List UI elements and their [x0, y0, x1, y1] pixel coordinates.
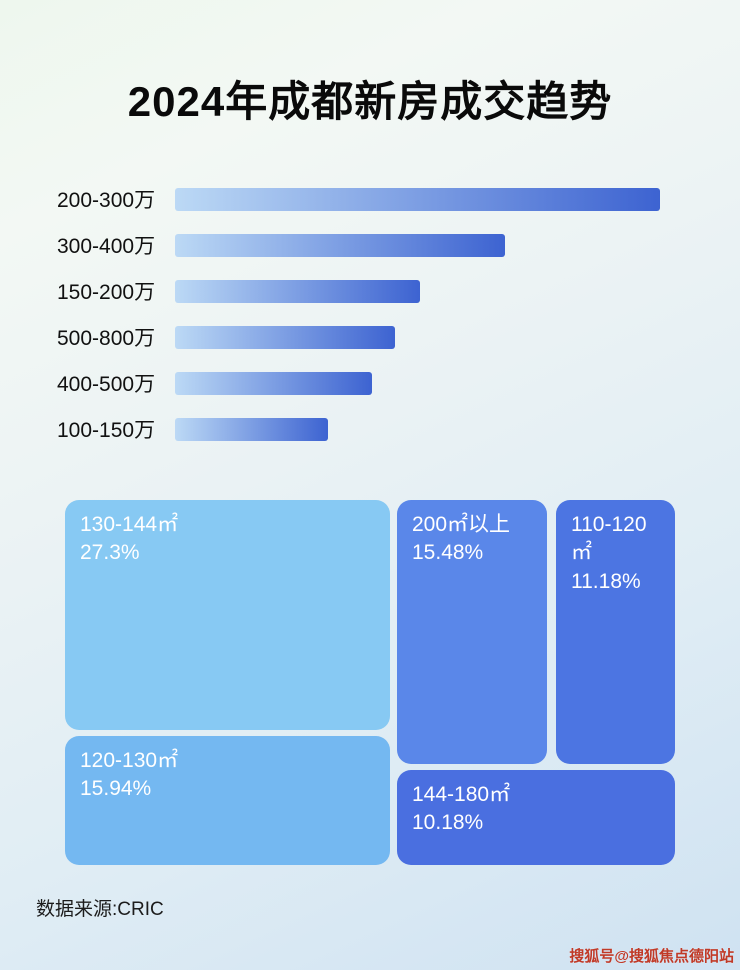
bar-chart: 200-300万 300-400万 150-200万 500-800万 400-500万… [57, 176, 697, 452]
treemap-box-value: 27.3% [80, 541, 140, 565]
treemap-box-value: 15.94% [80, 777, 152, 801]
treemap-box: 130-144㎡ 27.3% [65, 500, 390, 730]
data-source-label: 数据来源:CRIC [36, 899, 164, 920]
bar-row: 400-500万 [57, 360, 697, 406]
bar [175, 279, 420, 303]
bar-row: 100-150万 [57, 406, 697, 452]
page-title: 2024年成都新房成交趋势 [127, 78, 613, 126]
bar [175, 233, 505, 257]
bar-row: 300-400万 [57, 222, 697, 268]
treemap-box-label: 130-144㎡ [80, 513, 179, 536]
bar-category-label: 500-800万 [57, 327, 156, 350]
bar [175, 187, 660, 211]
bar-category-label: 300-400万 [57, 235, 156, 258]
treemap-box: 120-130㎡ 15.94% [65, 736, 390, 865]
treemap-box-label: 120-130㎡ [80, 749, 179, 772]
bar [175, 325, 396, 349]
bar-row: 500-800万 [57, 314, 697, 360]
treemap-box-label: 144-180㎡ [412, 783, 511, 806]
treemap-box-value: 11.18% [571, 569, 641, 593]
treemap-box-value: 15.48% [412, 541, 484, 565]
bar-category-label: 150-200万 [57, 281, 156, 304]
treemap-box: 110-120㎡ 11.18% [556, 500, 675, 764]
bar-row: 200-300万 [57, 176, 697, 222]
bar-category-label: 200-300万 [57, 189, 156, 212]
bar-category-label: 100-150万 [57, 419, 156, 442]
bar [175, 417, 328, 441]
bar-category-label: 400-500万 [57, 373, 156, 396]
treemap-box-value: 10.18% [412, 811, 484, 835]
treemap-box: 144-180㎡ 10.18% [397, 770, 675, 865]
treemap-box-label: 200㎡以上 [412, 513, 511, 536]
watermark: 搜狐号@搜狐焦点德阳站 [569, 948, 734, 965]
treemap-box-label: 110-120㎡ [571, 513, 647, 565]
treemap-box: 200㎡以上 15.48% [397, 500, 547, 764]
bar [175, 371, 372, 395]
bar-row: 150-200万 [57, 268, 697, 314]
